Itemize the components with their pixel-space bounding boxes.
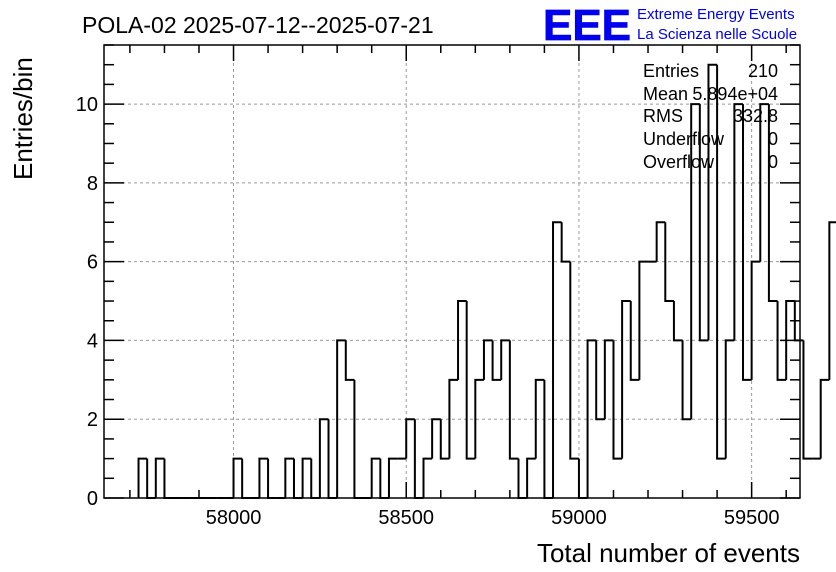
x-tick-label: 58000	[206, 507, 262, 529]
histogram-bin	[465, 301, 476, 460]
histogram-bin	[318, 418, 329, 498]
histogram-bin	[698, 104, 709, 342]
histogram-bin	[344, 340, 355, 381]
histogram-bin	[759, 103, 769, 262]
histogram-bin	[137, 457, 148, 498]
x-tick-label: 59500	[724, 507, 780, 529]
histogram-bin	[621, 300, 631, 459]
histogram-bin	[379, 458, 389, 499]
plot-frame	[103, 44, 801, 499]
histogram-bin	[828, 221, 836, 380]
stats-overflow-value: 0	[768, 152, 778, 172]
histogram-bin	[664, 222, 674, 303]
histogram-bin	[500, 339, 510, 380]
histogram-bin	[517, 458, 528, 499]
histogram-bin	[232, 457, 243, 498]
histogram-bin	[258, 457, 269, 498]
logo-line-1: Extreme Energy Events	[637, 6, 795, 23]
histogram-bin	[776, 301, 787, 381]
histogram-bin	[387, 457, 398, 498]
y-tick-label: 4	[87, 330, 98, 352]
histogram-bin	[405, 418, 415, 459]
histogram-bin	[802, 340, 813, 460]
histogram-bin	[716, 64, 726, 460]
stats-overflow-label: Overflow	[643, 152, 715, 172]
histogram-bin	[431, 418, 441, 459]
y-tick-label: 8	[87, 173, 98, 195]
x-axis-label: Total number of events	[537, 538, 800, 568]
histogram-bin	[586, 339, 597, 498]
histogram-bin	[690, 103, 700, 420]
logo-line-2: La Scienza nelle Scuole	[637, 26, 797, 43]
histogram-bin	[163, 458, 174, 499]
stats-box: Entries 210 Mean 5.894e+04 RMS 332.8 Und…	[643, 61, 778, 172]
stats-entries-value: 210	[748, 61, 778, 81]
histogram-bin	[327, 419, 338, 499]
stats-mean-value: 5.894e+04	[692, 84, 778, 104]
histogram-bin	[284, 457, 294, 498]
histogram-bin	[146, 458, 156, 499]
histogram-bin	[508, 340, 519, 460]
histogram-bin	[629, 301, 640, 381]
histogram-bin	[750, 260, 761, 380]
histogram-bin	[301, 457, 312, 498]
histogram-bin	[742, 104, 752, 381]
histogram-bin	[767, 104, 778, 303]
histogram-bin	[422, 457, 433, 498]
eee-logo: EEE Extreme Energy Events La Scienza nel…	[543, 1, 798, 51]
histogram-bin	[241, 458, 251, 499]
histogram-bin	[638, 260, 649, 380]
histogram-bin	[370, 457, 381, 498]
histogram-bin	[595, 340, 605, 421]
chart-title: POLA-02 2025-07-12--2025-07-21	[82, 12, 434, 38]
histogram-bin	[733, 103, 744, 341]
histogram-bin	[577, 458, 588, 499]
y-tick-label: 6	[87, 252, 98, 274]
histogram-bin	[569, 261, 579, 460]
stats-rms-label: RMS	[643, 106, 683, 126]
histogram-bin	[267, 458, 277, 499]
stats-underflow-value: 0	[768, 129, 778, 149]
histogram-bin	[154, 457, 165, 498]
histogram-bin	[534, 378, 545, 459]
histogram-bin	[724, 339, 735, 459]
histogram-bin	[655, 221, 666, 262]
y-tick-label: 0	[87, 488, 98, 510]
stats-underflow-label: Underflow	[643, 129, 725, 149]
histogram-bin	[819, 378, 830, 459]
histogram-bin	[310, 458, 320, 499]
histogram-bars	[137, 63, 836, 499]
histogram-bin	[482, 339, 493, 380]
stats-mean-label: Mean	[643, 84, 688, 104]
histogram-bin	[439, 419, 450, 460]
y-tick-label: 2	[87, 409, 98, 431]
grid-lines	[104, 45, 800, 498]
histogram-bin	[448, 378, 459, 459]
stats-rms-value: 332.8	[733, 106, 778, 126]
y-tick-label: 10	[76, 94, 98, 116]
axis-ticks: 58000 58500 59000 59500 0 2 4 6 8 10	[76, 44, 800, 529]
histogram-bin	[474, 378, 484, 459]
histogram-bin	[413, 419, 424, 499]
histogram-bin	[491, 340, 502, 381]
x-tick-label: 58500	[378, 507, 434, 529]
histogram-bin	[292, 458, 303, 499]
histogram-bin	[707, 63, 718, 341]
histogram-bin	[681, 340, 692, 421]
histogram-bin	[560, 222, 571, 263]
y-axis-label: Entries/bin	[8, 57, 38, 180]
histogram-bin	[353, 379, 364, 499]
histogram-bin	[526, 457, 536, 498]
histogram-bin	[336, 339, 346, 498]
histogram-bin	[612, 340, 623, 460]
histogram-bin	[543, 379, 554, 499]
histogram-bin	[552, 221, 562, 498]
histogram-bin	[603, 339, 614, 420]
logo-letters: EEE	[543, 1, 631, 50]
histogram-bin	[672, 301, 683, 342]
histogram-bin	[457, 300, 467, 380]
stats-entries-label: Entries	[643, 61, 699, 81]
x-tick-label: 59000	[551, 507, 607, 529]
